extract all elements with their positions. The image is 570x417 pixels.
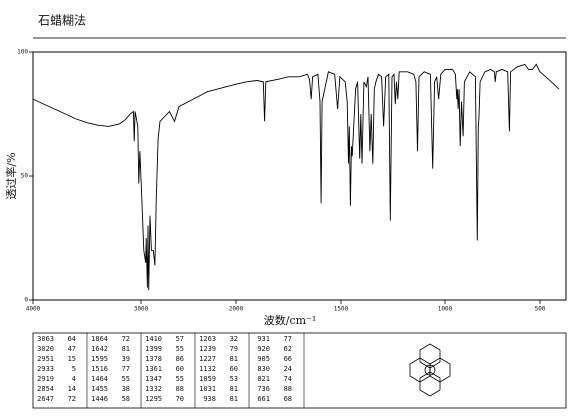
peak-wavenumber: 1059 bbox=[199, 375, 216, 383]
x-tick-label: 500 bbox=[535, 306, 546, 313]
peak-transmittance: 4 bbox=[72, 375, 76, 383]
peak-transmittance: 88 bbox=[176, 385, 184, 393]
peak-wavenumber: 2933 bbox=[37, 365, 54, 373]
peak-wavenumber: 661 bbox=[257, 395, 270, 403]
peak-transmittance: 81 bbox=[230, 385, 238, 393]
peak-transmittance: 70 bbox=[176, 395, 184, 403]
x-tick-label: 3000 bbox=[134, 306, 149, 313]
peak-transmittance: 79 bbox=[230, 345, 238, 353]
peak-wavenumber: 1263 bbox=[199, 335, 216, 343]
y-axis-label: 透过率/% bbox=[4, 152, 18, 199]
ring bbox=[429, 357, 451, 383]
aromatic-circle bbox=[424, 364, 436, 376]
peak-transmittance: 32 bbox=[230, 335, 238, 343]
peak-wavenumber: 1410 bbox=[145, 335, 162, 343]
peak-wavenumber: 931 bbox=[257, 335, 270, 343]
peak-wavenumber: 2919 bbox=[37, 375, 54, 383]
x-tick-label: 1000 bbox=[438, 306, 453, 313]
peak-wavenumber: 1464 bbox=[91, 375, 108, 383]
peak-wavenumber: 2951 bbox=[37, 355, 54, 363]
peak-wavenumber: 830 bbox=[257, 365, 270, 373]
peak-wavenumber: 1295 bbox=[145, 395, 162, 403]
peak-wavenumber: 1864 bbox=[91, 335, 108, 343]
peak-transmittance: 58 bbox=[122, 395, 130, 403]
peak-wavenumber: 1132 bbox=[199, 365, 216, 373]
peak-transmittance: 15 bbox=[68, 355, 76, 363]
peak-transmittance: 74 bbox=[284, 375, 292, 383]
peak-wavenumber: 2647 bbox=[37, 395, 54, 403]
chart-title: 石蜡糊法 bbox=[38, 13, 86, 28]
peak-wavenumber: 736 bbox=[257, 385, 270, 393]
peak-transmittance: 72 bbox=[122, 335, 130, 343]
peak-wavenumber: 920 bbox=[257, 345, 270, 353]
peak-wavenumber: 938 bbox=[203, 395, 216, 403]
peak-wavenumber: 1347 bbox=[145, 375, 162, 383]
peak-transmittance: 55 bbox=[176, 375, 184, 383]
peak-wavenumber: 1378 bbox=[145, 355, 162, 363]
x-tick-label: 2000 bbox=[229, 306, 244, 313]
peak-transmittance: 62 bbox=[284, 345, 292, 353]
peak-transmittance: 38 bbox=[122, 385, 130, 393]
structure bbox=[409, 343, 451, 397]
peak-wavenumber: 1361 bbox=[145, 365, 162, 373]
peak-transmittance: 81 bbox=[230, 395, 238, 403]
peak-transmittance: 81 bbox=[122, 345, 130, 353]
peak-wavenumber: 905 bbox=[257, 355, 270, 363]
peak-wavenumber: 1455 bbox=[91, 385, 108, 393]
peak-transmittance: 39 bbox=[122, 355, 130, 363]
peak-wavenumber: 1595 bbox=[91, 355, 108, 363]
peak-wavenumber: 1239 bbox=[199, 345, 216, 353]
peak-wavenumber: 3063 bbox=[37, 335, 54, 343]
peak-transmittance: 55 bbox=[176, 345, 184, 353]
table-frame bbox=[32, 332, 567, 409]
peak-wavenumber: 2854 bbox=[37, 385, 54, 393]
plot-frame bbox=[32, 51, 567, 301]
x-axis-label: 波数/cm⁻¹ bbox=[264, 314, 317, 327]
peak-transmittance: 64 bbox=[68, 335, 76, 343]
peak-transmittance: 66 bbox=[284, 355, 292, 363]
peak-transmittance: 86 bbox=[176, 355, 184, 363]
peak-transmittance: 55 bbox=[122, 375, 130, 383]
peak-transmittance: 72 bbox=[68, 395, 76, 403]
x-tick-label: 1500 bbox=[334, 306, 349, 313]
peak-wavenumber: 1446 bbox=[91, 395, 108, 403]
peak-transmittance: 60 bbox=[230, 365, 238, 373]
peak-transmittance: 60 bbox=[176, 365, 184, 373]
spectrum-line bbox=[32, 63, 560, 291]
peak-transmittance: 77 bbox=[122, 365, 130, 373]
peak-wavenumber: 1642 bbox=[91, 345, 108, 353]
peak-transmittance: 81 bbox=[230, 355, 238, 363]
x-tick-label: 4000 bbox=[26, 306, 41, 313]
peak-wavenumber: 1516 bbox=[91, 365, 108, 373]
peak-wavenumber: 821 bbox=[257, 375, 270, 383]
peak-transmittance: 88 bbox=[284, 385, 292, 393]
peak-transmittance: 24 bbox=[284, 365, 292, 373]
peak-wavenumber: 1399 bbox=[145, 345, 162, 353]
peak-transmittance: 53 bbox=[230, 375, 238, 383]
peak-transmittance: 14 bbox=[68, 385, 76, 393]
y-tick-label: 100 bbox=[17, 49, 28, 56]
peak-wavenumber: 1227 bbox=[199, 355, 216, 363]
peak-wavenumber: 3020 bbox=[37, 345, 54, 353]
peak-transmittance: 68 bbox=[284, 395, 292, 403]
peak-transmittance: 57 bbox=[176, 335, 184, 343]
y-tick-label: 0 bbox=[24, 297, 28, 304]
peak-wavenumber: 1031 bbox=[199, 385, 216, 393]
peak-wavenumber: 1332 bbox=[145, 385, 162, 393]
y-tick-label: 50 bbox=[21, 173, 29, 180]
peak-transmittance: 77 bbox=[284, 335, 292, 343]
peak-transmittance: 5 bbox=[72, 365, 76, 373]
peak-transmittance: 47 bbox=[68, 345, 76, 353]
